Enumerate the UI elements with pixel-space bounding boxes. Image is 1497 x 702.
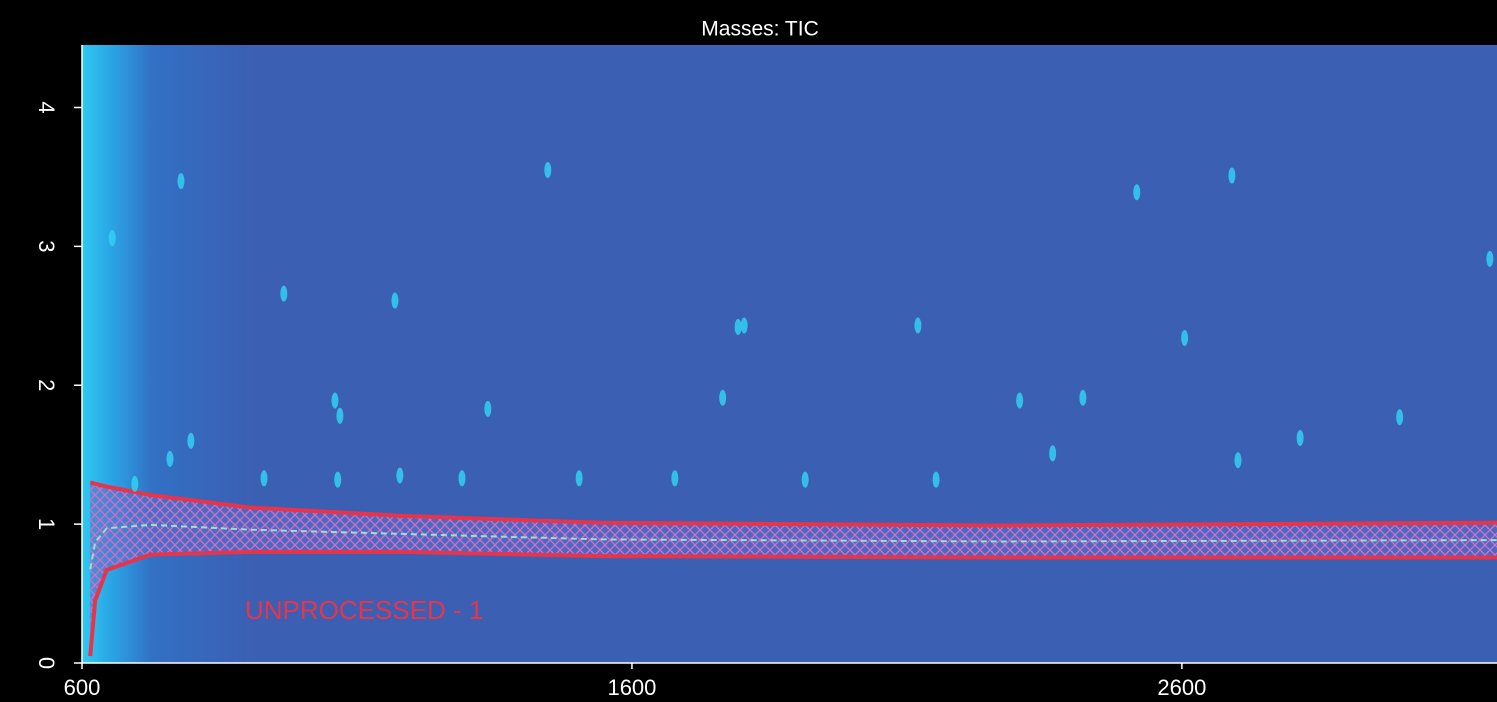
peak: [1486, 251, 1493, 267]
peak: [459, 470, 466, 486]
peak: [484, 401, 491, 417]
peak: [334, 472, 341, 488]
peak: [391, 293, 398, 309]
peak: [1228, 168, 1235, 184]
peak: [280, 286, 287, 302]
y-tick-label: 4: [34, 101, 59, 113]
peak: [177, 173, 184, 189]
x-tick-label: 1600: [607, 675, 656, 700]
peak: [719, 390, 726, 406]
y-tick-label: 1: [34, 518, 59, 530]
peak: [1181, 330, 1188, 346]
peak: [1396, 409, 1403, 425]
peak: [671, 470, 678, 486]
x-tick-label: 2600: [1157, 675, 1206, 700]
peak: [131, 476, 138, 492]
peak: [1234, 452, 1241, 468]
peak: [802, 472, 809, 488]
peak: [187, 433, 194, 449]
peak: [336, 408, 343, 424]
peak: [914, 318, 921, 334]
x-tick-label: 600: [64, 675, 101, 700]
peak: [1133, 184, 1140, 200]
peak: [1049, 445, 1056, 461]
peak: [735, 319, 742, 335]
y-tick-label: 2: [34, 379, 59, 391]
chart-title: Masses: TIC: [701, 18, 818, 41]
peak: [933, 472, 940, 488]
y-tick-label: 0: [34, 657, 59, 669]
peak: [261, 470, 268, 486]
peak: [1297, 430, 1304, 446]
peak: [331, 393, 338, 409]
annotation: UNPROCESSED - 1: [245, 595, 483, 625]
peak: [1079, 390, 1086, 406]
peak: [544, 162, 551, 178]
peak: [396, 468, 403, 484]
y-tick-label: 3: [34, 240, 59, 252]
peak: [109, 230, 116, 246]
plot-background: [82, 45, 1497, 663]
peak: [1016, 393, 1023, 409]
peak: [576, 470, 583, 486]
peak: [741, 318, 748, 334]
peak: [166, 451, 173, 467]
chart: Masses: TIC UNPROCESSED - 1 0 1 2 3 4 600 1600…: [0, 0, 1497, 702]
